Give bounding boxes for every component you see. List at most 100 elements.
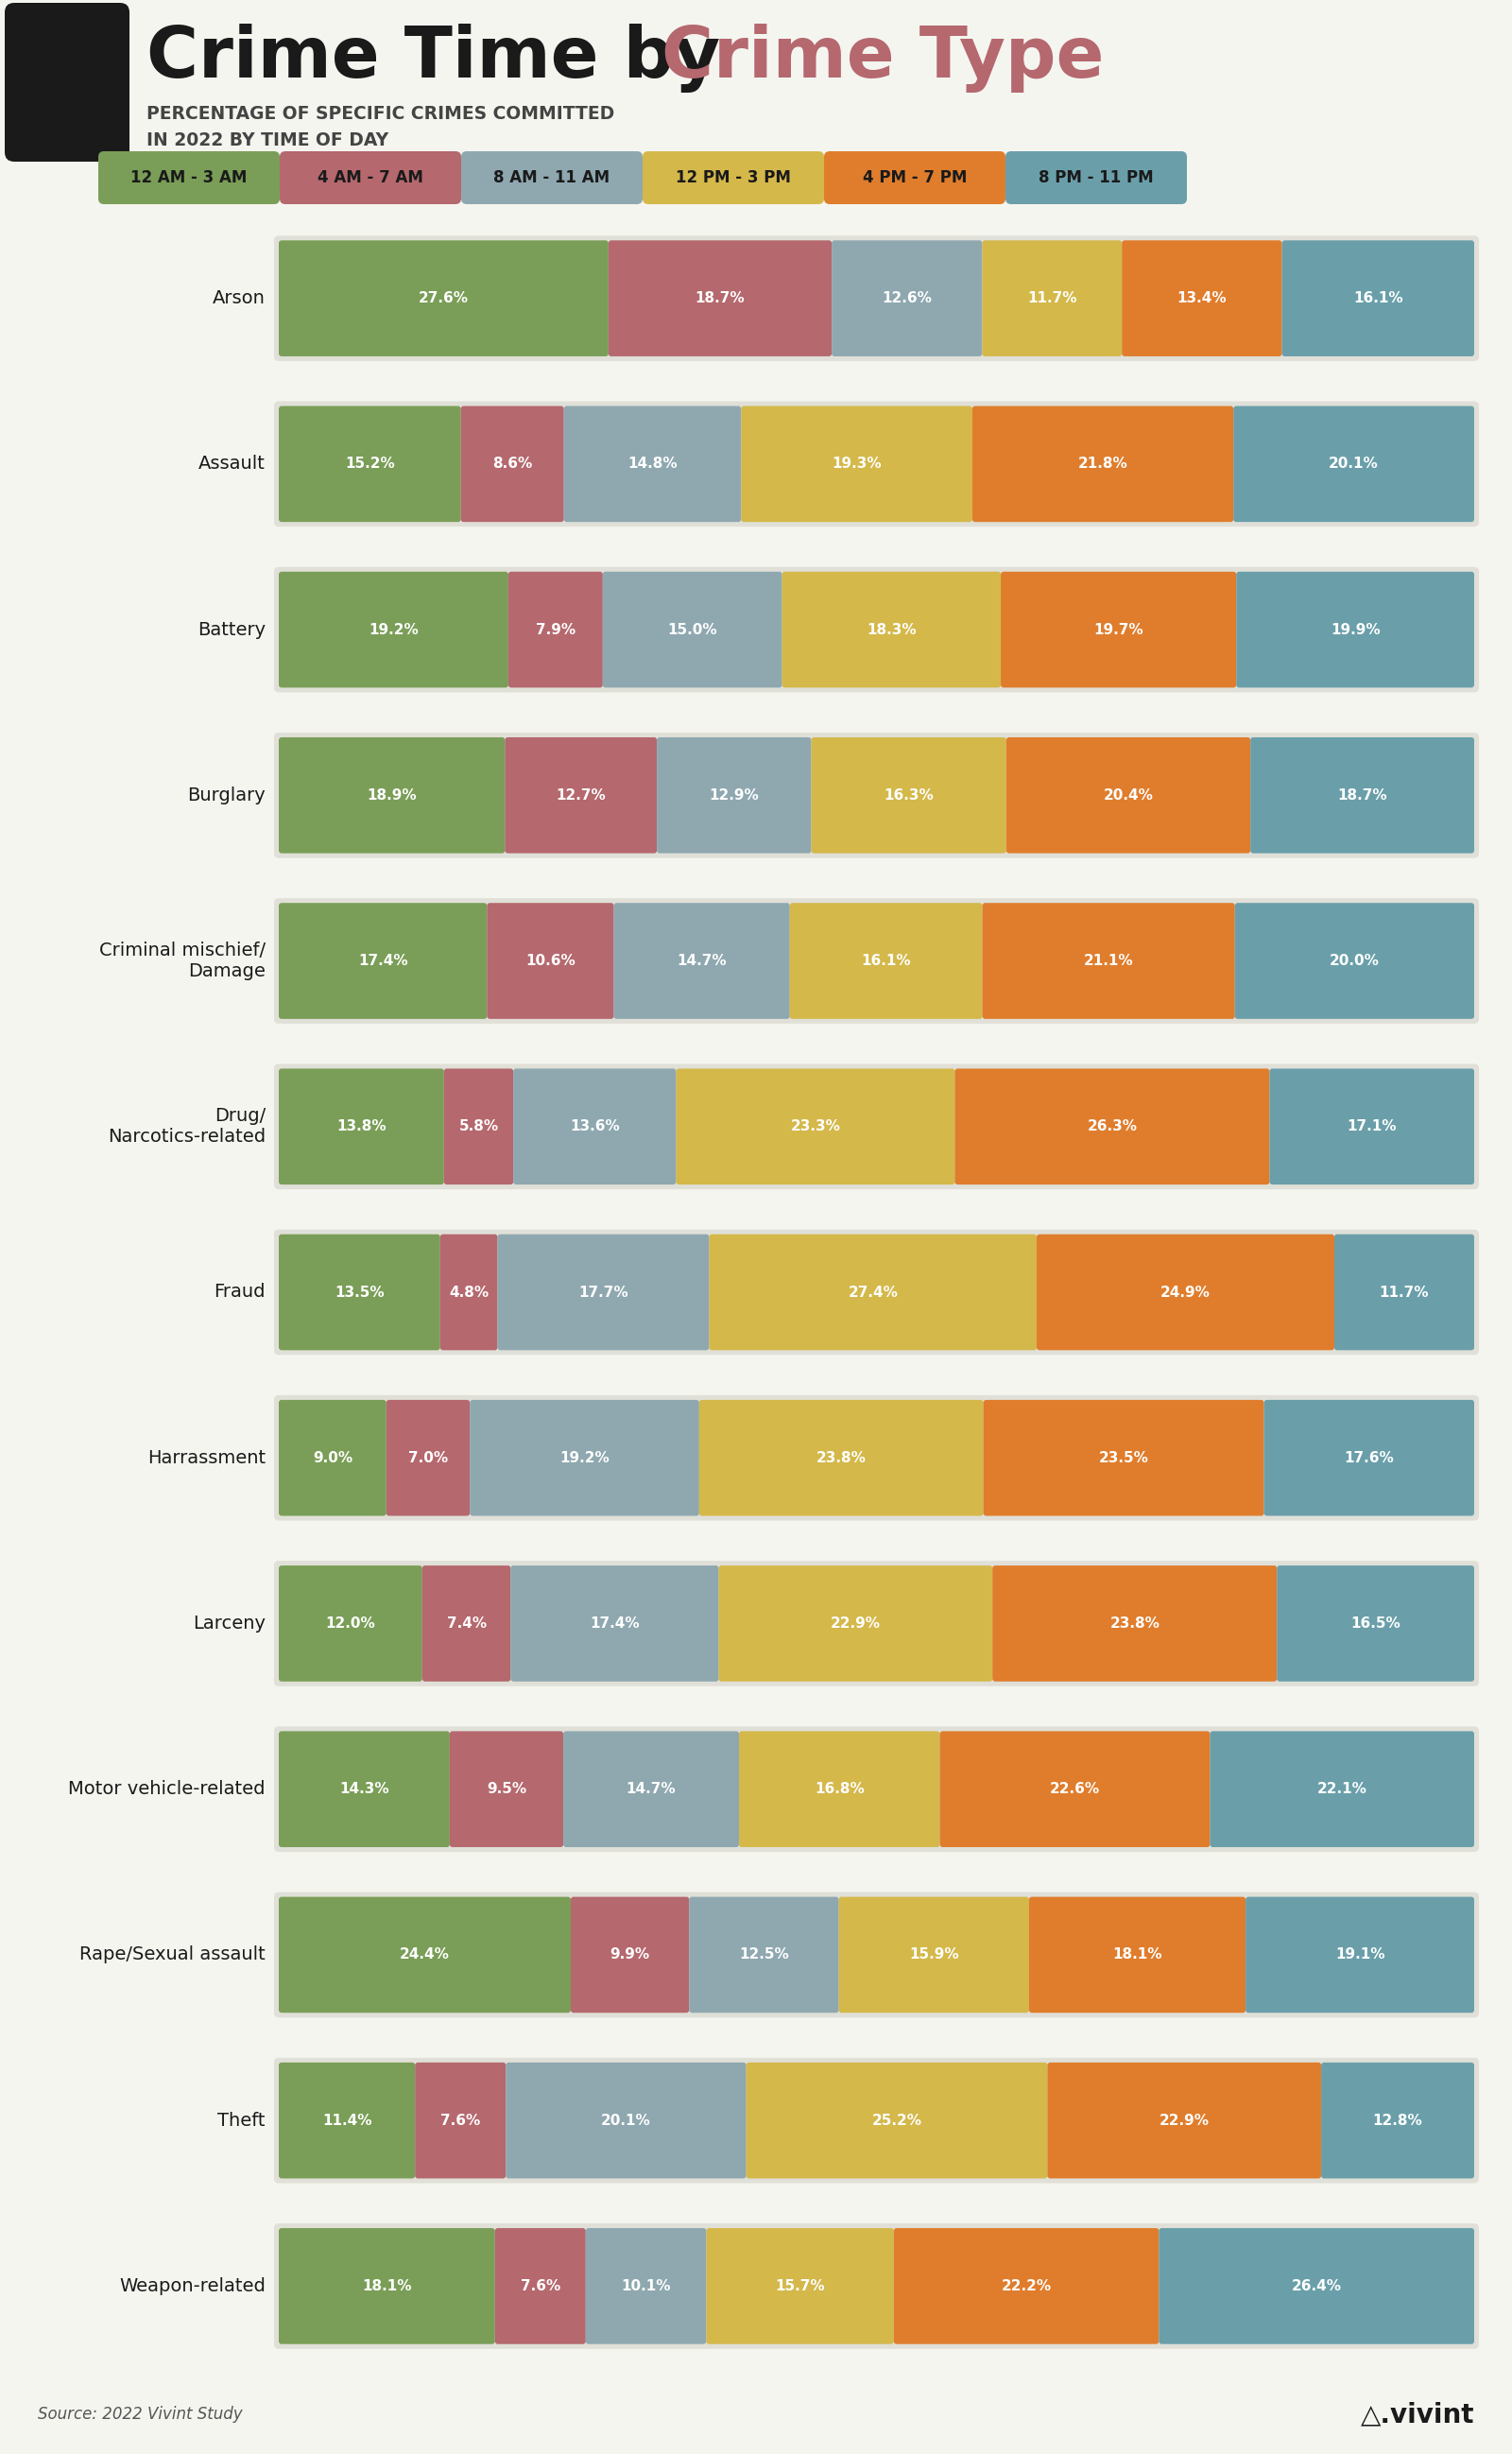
Text: PERCENTAGE OF SPECIFIC CRIMES COMMITTED: PERCENTAGE OF SPECIFIC CRIMES COMMITTED [147,106,614,123]
Text: 26.3%: 26.3% [1087,1119,1137,1134]
Text: 16.5%: 16.5% [1350,1617,1400,1629]
Text: 14.8%: 14.8% [627,456,677,471]
FancyBboxPatch shape [508,572,603,687]
FancyBboxPatch shape [1237,572,1474,687]
FancyBboxPatch shape [278,1897,570,2012]
FancyBboxPatch shape [718,1566,992,1681]
Text: 21.8%: 21.8% [1078,456,1128,471]
FancyBboxPatch shape [278,736,505,854]
Text: 18.3%: 18.3% [866,623,916,636]
Text: 7.6%: 7.6% [520,2280,561,2292]
FancyBboxPatch shape [274,1396,1479,1521]
Text: 15.7%: 15.7% [776,2280,826,2292]
Text: 4 AM - 7 AM: 4 AM - 7 AM [318,169,423,187]
FancyBboxPatch shape [1210,1730,1474,1848]
FancyBboxPatch shape [278,240,608,356]
FancyBboxPatch shape [608,240,832,356]
Text: 4 PM - 7 PM: 4 PM - 7 PM [863,169,966,187]
Text: Crime Type: Crime Type [662,22,1104,93]
FancyBboxPatch shape [274,2223,1479,2348]
FancyBboxPatch shape [564,1730,739,1848]
Text: 8.6%: 8.6% [493,456,532,471]
FancyBboxPatch shape [278,1399,386,1517]
FancyBboxPatch shape [564,405,741,523]
Text: 20.1%: 20.1% [1329,456,1379,471]
FancyBboxPatch shape [983,240,1122,356]
FancyBboxPatch shape [689,1897,839,2012]
FancyBboxPatch shape [741,405,972,523]
FancyBboxPatch shape [507,2061,747,2179]
Text: 12.0%: 12.0% [325,1617,375,1629]
Text: IN 2022 BY TIME OF DAY: IN 2022 BY TIME OF DAY [147,130,389,150]
FancyBboxPatch shape [585,2228,706,2344]
FancyBboxPatch shape [422,1566,511,1681]
Text: 12.8%: 12.8% [1373,2113,1423,2128]
FancyBboxPatch shape [274,236,1479,361]
FancyBboxPatch shape [274,898,1479,1023]
FancyBboxPatch shape [278,1730,449,1848]
FancyBboxPatch shape [461,152,643,204]
FancyBboxPatch shape [278,1067,445,1185]
FancyBboxPatch shape [386,1399,470,1517]
Text: 13.5%: 13.5% [334,1286,384,1298]
FancyBboxPatch shape [274,734,1479,859]
Text: 12.5%: 12.5% [739,1948,789,1961]
Text: 19.3%: 19.3% [832,456,881,471]
Text: 18.1%: 18.1% [361,2280,411,2292]
FancyBboxPatch shape [440,1234,497,1350]
FancyBboxPatch shape [497,1234,709,1350]
FancyBboxPatch shape [603,572,782,687]
FancyBboxPatch shape [643,152,824,204]
FancyBboxPatch shape [1048,2061,1321,2179]
Text: Drug/
Narcotics-related: Drug/ Narcotics-related [107,1107,266,1146]
Text: 20.0%: 20.0% [1329,955,1379,967]
Text: 10.6%: 10.6% [526,955,576,967]
FancyBboxPatch shape [274,402,1479,528]
Text: 23.8%: 23.8% [1110,1617,1160,1629]
Text: 11.7%: 11.7% [1027,292,1077,304]
Text: Motor vehicle-related: Motor vehicle-related [68,1779,266,1799]
FancyBboxPatch shape [274,1561,1479,1686]
Text: 23.8%: 23.8% [816,1450,866,1465]
FancyBboxPatch shape [709,1234,1037,1350]
FancyBboxPatch shape [1246,1897,1474,2012]
FancyBboxPatch shape [445,1067,513,1185]
Text: 7.4%: 7.4% [446,1617,487,1629]
Text: 9.5%: 9.5% [487,1782,526,1796]
Text: Criminal mischief/
Damage: Criminal mischief/ Damage [100,942,266,979]
FancyBboxPatch shape [98,152,280,204]
Text: 14.7%: 14.7% [677,955,727,967]
FancyBboxPatch shape [274,567,1479,692]
FancyBboxPatch shape [1234,405,1474,523]
Text: Assault: Assault [198,454,266,474]
FancyBboxPatch shape [1278,1566,1474,1681]
Text: 23.3%: 23.3% [791,1119,841,1134]
FancyBboxPatch shape [824,152,1005,204]
Text: 12 PM - 3 PM: 12 PM - 3 PM [676,169,791,187]
FancyBboxPatch shape [1122,240,1282,356]
Text: 18.7%: 18.7% [696,292,745,304]
Text: 16.1%: 16.1% [862,955,910,967]
Text: Source: 2022 Vivint Study: Source: 2022 Vivint Study [38,2405,242,2422]
Text: 14.7%: 14.7% [626,1782,676,1796]
FancyBboxPatch shape [278,2061,416,2179]
Text: 7.6%: 7.6% [440,2113,481,2128]
Text: 19.2%: 19.2% [369,623,419,636]
Text: 17.4%: 17.4% [590,1617,640,1629]
FancyBboxPatch shape [1264,1399,1474,1517]
Text: 15.0%: 15.0% [667,623,717,636]
Text: 13.6%: 13.6% [570,1119,620,1134]
Text: 21.1%: 21.1% [1084,955,1134,967]
Text: Crime Time by: Crime Time by [147,22,745,93]
FancyBboxPatch shape [676,1067,956,1185]
Text: 19.1%: 19.1% [1335,1948,1385,1961]
Text: 22.9%: 22.9% [1160,2113,1210,2128]
FancyBboxPatch shape [461,405,564,523]
Text: △.vivint: △.vivint [1361,2400,1474,2427]
Text: 7.0%: 7.0% [408,1450,448,1465]
Text: Battery: Battery [198,621,266,638]
Text: 22.2%: 22.2% [1001,2280,1051,2292]
FancyBboxPatch shape [416,2061,507,2179]
Text: 22.1%: 22.1% [1317,1782,1367,1796]
FancyBboxPatch shape [1005,152,1187,204]
